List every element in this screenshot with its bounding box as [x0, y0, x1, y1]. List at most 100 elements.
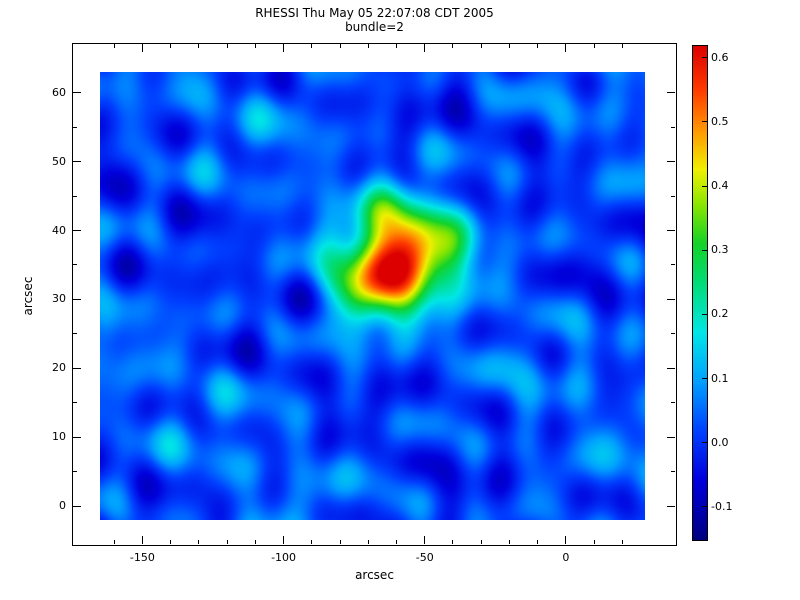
y-tick-label: 50 [52, 154, 66, 168]
y-tick [73, 92, 81, 94]
y-minor-tick [73, 195, 77, 197]
colorbar-tick [702, 442, 707, 444]
y-minor-tick [73, 333, 77, 335]
colorbar-tick [702, 185, 707, 187]
x-minor-tick [621, 540, 623, 544]
x-minor-tick [621, 44, 623, 48]
y-tick [73, 505, 81, 507]
y-minor-tick [671, 333, 675, 335]
x-minor-tick [198, 44, 200, 48]
colorbar-tick [702, 249, 707, 251]
heatmap-canvas [100, 72, 645, 520]
x-minor-tick [508, 44, 510, 48]
x-minor-tick [537, 540, 539, 544]
colorbar-tick [702, 378, 707, 380]
x-tick [565, 536, 567, 544]
x-minor-tick [113, 540, 115, 544]
y-minor-tick [73, 126, 77, 128]
x-minor-tick [537, 44, 539, 48]
colorbar-tick [702, 121, 707, 123]
y-tick-label: 60 [52, 85, 66, 99]
x-tick-label: -150 [129, 551, 155, 564]
y-tick [73, 161, 81, 163]
y-tick-label: 20 [52, 361, 66, 375]
x-minor-tick [311, 44, 313, 48]
y-tick-label: 10 [52, 430, 66, 444]
y-tick [667, 92, 675, 94]
x-tick-label: 0 [562, 551, 570, 564]
colorbar-tick-label: 0.1 [711, 371, 729, 385]
x-minor-tick [367, 540, 369, 544]
y-minor-tick [73, 471, 77, 473]
y-minor-tick [73, 264, 77, 266]
y-tick [667, 436, 675, 438]
plot-title: RHESSI Thu May 05 22:07:08 CDT 2005 [255, 6, 494, 20]
x-minor-tick [254, 540, 256, 544]
x-minor-tick [339, 540, 341, 544]
x-tick [424, 536, 426, 544]
x-minor-tick [480, 44, 482, 48]
x-tick-label: -50 [415, 551, 434, 564]
y-tick [73, 436, 81, 438]
x-minor-tick [170, 44, 172, 48]
x-minor-tick [339, 44, 341, 48]
x-tick [424, 44, 426, 52]
y-tick [667, 161, 675, 163]
y-tick [667, 367, 675, 369]
x-tick [283, 44, 285, 52]
plot-subtitle: bundle=2 [345, 20, 404, 34]
y-minor-tick [671, 471, 675, 473]
y-tick [73, 298, 81, 300]
y-tick-label: 40 [52, 223, 66, 237]
x-minor-tick [593, 44, 595, 48]
colorbar-tick-label: 0.4 [711, 179, 729, 193]
x-minor-tick [396, 44, 397, 48]
colorbar-tick-label: 0.3 [711, 243, 729, 257]
x-minor-tick [452, 44, 454, 48]
y-axis-label: arcsec [21, 276, 35, 316]
y-minor-tick [671, 195, 675, 197]
axes-frame [72, 43, 677, 546]
x-minor-tick [226, 44, 228, 48]
y-minor-tick [671, 264, 675, 266]
y-tick [667, 230, 675, 232]
colorbar-tick [702, 506, 707, 508]
x-minor-tick [113, 44, 115, 48]
colorbar-tick [702, 57, 707, 59]
y-tick [667, 505, 675, 507]
y-tick-label: 30 [52, 292, 66, 306]
x-minor-tick [508, 540, 510, 544]
x-tick [283, 536, 285, 544]
colorbar-canvas [692, 45, 708, 541]
x-minor-tick [367, 44, 369, 48]
y-tick [73, 367, 81, 369]
x-minor-tick [396, 540, 397, 544]
x-minor-tick [311, 540, 313, 544]
colorbar-tick-label: 0.5 [711, 114, 729, 128]
x-tick [565, 44, 567, 52]
colorbar-tick [702, 313, 707, 315]
y-tick-label: 0 [59, 499, 66, 513]
x-tick [141, 536, 143, 544]
y-minor-tick [671, 402, 675, 404]
y-minor-tick [73, 402, 77, 404]
x-minor-tick [226, 540, 228, 544]
x-minor-tick [254, 44, 256, 48]
x-tick-label: -100 [271, 551, 297, 564]
y-minor-tick [671, 126, 675, 128]
y-tick [73, 230, 81, 232]
x-minor-tick [452, 540, 454, 544]
x-tick [141, 44, 143, 52]
colorbar-tick-label: -0.1 [711, 499, 733, 513]
x-axis-label: arcsec [355, 568, 394, 582]
colorbar-tick-label: 0.2 [711, 307, 729, 321]
y-tick [667, 298, 675, 300]
x-minor-tick [480, 540, 482, 544]
title-block: RHESSI Thu May 05 22:07:08 CDT 2005 bund… [72, 6, 677, 34]
colorbar-tick-label: 0.6 [711, 50, 729, 64]
x-minor-tick [593, 540, 595, 544]
colorbar-tick-label: 0.0 [711, 435, 729, 449]
x-minor-tick [198, 540, 200, 544]
x-minor-tick [170, 540, 172, 544]
